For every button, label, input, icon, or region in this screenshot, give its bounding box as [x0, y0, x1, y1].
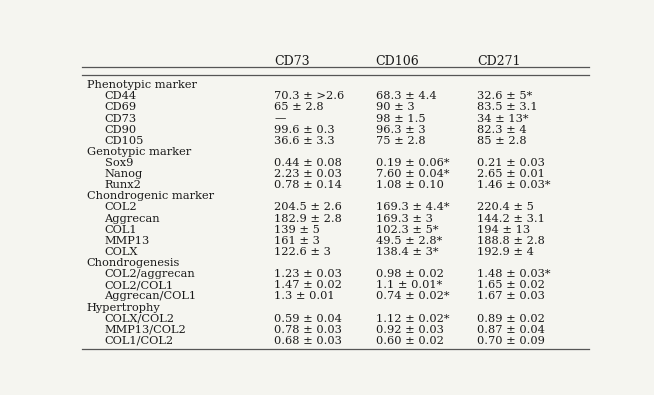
Text: 102.3 ± 5*: 102.3 ± 5*: [375, 225, 438, 235]
Text: 1.48 ± 0.03*: 1.48 ± 0.03*: [477, 269, 551, 279]
Text: Aggrecan/COL1: Aggrecan/COL1: [105, 292, 197, 301]
Text: Aggrecan: Aggrecan: [105, 214, 160, 224]
Text: 70.3 ± >2.6: 70.3 ± >2.6: [275, 91, 345, 102]
Text: 83.5 ± 3.1: 83.5 ± 3.1: [477, 102, 538, 113]
Text: CD69: CD69: [105, 102, 137, 113]
Text: 1.12 ± 0.02*: 1.12 ± 0.02*: [375, 314, 449, 324]
Text: 0.21 ± 0.03: 0.21 ± 0.03: [477, 158, 545, 168]
Text: Nanog: Nanog: [105, 169, 143, 179]
Text: 1.1 ± 0.01*: 1.1 ± 0.01*: [375, 280, 442, 290]
Text: 1.3 ± 0.01: 1.3 ± 0.01: [275, 292, 335, 301]
Text: 7.60 ± 0.04*: 7.60 ± 0.04*: [375, 169, 449, 179]
Text: 0.59 ± 0.04: 0.59 ± 0.04: [275, 314, 342, 324]
Text: 220.4 ± 5: 220.4 ± 5: [477, 203, 534, 213]
Text: CD271: CD271: [477, 55, 521, 68]
Text: 139 ± 5: 139 ± 5: [275, 225, 320, 235]
Text: 96.3 ± 3: 96.3 ± 3: [375, 125, 425, 135]
Text: 85 ± 2.8: 85 ± 2.8: [477, 136, 526, 146]
Text: 0.70 ± 0.09: 0.70 ± 0.09: [477, 336, 545, 346]
Text: 75 ± 2.8: 75 ± 2.8: [375, 136, 425, 146]
Text: MMP13/COL2: MMP13/COL2: [105, 325, 186, 335]
Text: 2.65 ± 0.01: 2.65 ± 0.01: [477, 169, 545, 179]
Text: 90 ± 3: 90 ± 3: [375, 102, 415, 113]
Text: Sox9: Sox9: [105, 158, 133, 168]
Text: 1.47 ± 0.02: 1.47 ± 0.02: [275, 280, 342, 290]
Text: CD44: CD44: [105, 91, 137, 102]
Text: Chondrogenesis: Chondrogenesis: [87, 258, 181, 268]
Text: COL2: COL2: [105, 203, 137, 213]
Text: 0.92 ± 0.03: 0.92 ± 0.03: [375, 325, 443, 335]
Text: 49.5 ± 2.8*: 49.5 ± 2.8*: [375, 236, 442, 246]
Text: 0.60 ± 0.02: 0.60 ± 0.02: [375, 336, 443, 346]
Text: CD106: CD106: [375, 55, 419, 68]
Text: CD73: CD73: [105, 114, 137, 124]
Text: Genotypic marker: Genotypic marker: [87, 147, 191, 157]
Text: CD73: CD73: [275, 55, 310, 68]
Text: 161 ± 3: 161 ± 3: [275, 236, 320, 246]
Text: COL2/COL1: COL2/COL1: [105, 280, 174, 290]
Text: 68.3 ± 4.4: 68.3 ± 4.4: [375, 91, 436, 102]
Text: 1.65 ± 0.02: 1.65 ± 0.02: [477, 280, 545, 290]
Text: 0.44 ± 0.08: 0.44 ± 0.08: [275, 158, 342, 168]
Text: 1.67 ± 0.03: 1.67 ± 0.03: [477, 292, 545, 301]
Text: 144.2 ± 3.1: 144.2 ± 3.1: [477, 214, 545, 224]
Text: 1.23 ± 0.03: 1.23 ± 0.03: [275, 269, 342, 279]
Text: 169.3 ± 3: 169.3 ± 3: [375, 214, 432, 224]
Text: 65 ± 2.8: 65 ± 2.8: [275, 102, 324, 113]
Text: 34 ± 13*: 34 ± 13*: [477, 114, 528, 124]
Text: 99.6 ± 0.3: 99.6 ± 0.3: [275, 125, 335, 135]
Text: Runx2: Runx2: [105, 180, 141, 190]
Text: —: —: [275, 114, 286, 124]
Text: 32.6 ± 5*: 32.6 ± 5*: [477, 91, 532, 102]
Text: 2.23 ± 0.03: 2.23 ± 0.03: [275, 169, 342, 179]
Text: 169.3 ± 4.4*: 169.3 ± 4.4*: [375, 203, 449, 213]
Text: 0.78 ± 0.03: 0.78 ± 0.03: [275, 325, 342, 335]
Text: MMP13: MMP13: [105, 236, 150, 246]
Text: 194 ± 13: 194 ± 13: [477, 225, 530, 235]
Text: Hypertrophy: Hypertrophy: [87, 303, 161, 312]
Text: COL1/COL2: COL1/COL2: [105, 336, 174, 346]
Text: 188.8 ± 2.8: 188.8 ± 2.8: [477, 236, 545, 246]
Text: 0.78 ± 0.14: 0.78 ± 0.14: [275, 180, 342, 190]
Text: 0.19 ± 0.06*: 0.19 ± 0.06*: [375, 158, 449, 168]
Text: 82.3 ± 4: 82.3 ± 4: [477, 125, 526, 135]
Text: Chondrogenic marker: Chondrogenic marker: [87, 192, 214, 201]
Text: COLX: COLX: [105, 247, 138, 257]
Text: 0.87 ± 0.04: 0.87 ± 0.04: [477, 325, 545, 335]
Text: COL1: COL1: [105, 225, 137, 235]
Text: 98 ± 1.5: 98 ± 1.5: [375, 114, 425, 124]
Text: 182.9 ± 2.8: 182.9 ± 2.8: [275, 214, 342, 224]
Text: 0.74 ± 0.02*: 0.74 ± 0.02*: [375, 292, 449, 301]
Text: COL2/aggrecan: COL2/aggrecan: [105, 269, 196, 279]
Text: 204.5 ± 2.6: 204.5 ± 2.6: [275, 203, 342, 213]
Text: COLX/COL2: COLX/COL2: [105, 314, 175, 324]
Text: 0.98 ± 0.02: 0.98 ± 0.02: [375, 269, 443, 279]
Text: Phenotypic marker: Phenotypic marker: [87, 80, 197, 90]
Text: 138.4 ± 3*: 138.4 ± 3*: [375, 247, 438, 257]
Text: 0.68 ± 0.03: 0.68 ± 0.03: [275, 336, 342, 346]
Text: 1.08 ± 0.10: 1.08 ± 0.10: [375, 180, 443, 190]
Text: 36.6 ± 3.3: 36.6 ± 3.3: [275, 136, 335, 146]
Text: 0.89 ± 0.02: 0.89 ± 0.02: [477, 314, 545, 324]
Text: CD90: CD90: [105, 125, 137, 135]
Text: 1.46 ± 0.03*: 1.46 ± 0.03*: [477, 180, 551, 190]
Text: 122.6 ± 3: 122.6 ± 3: [275, 247, 331, 257]
Text: CD105: CD105: [105, 136, 144, 146]
Text: 192.9 ± 4: 192.9 ± 4: [477, 247, 534, 257]
